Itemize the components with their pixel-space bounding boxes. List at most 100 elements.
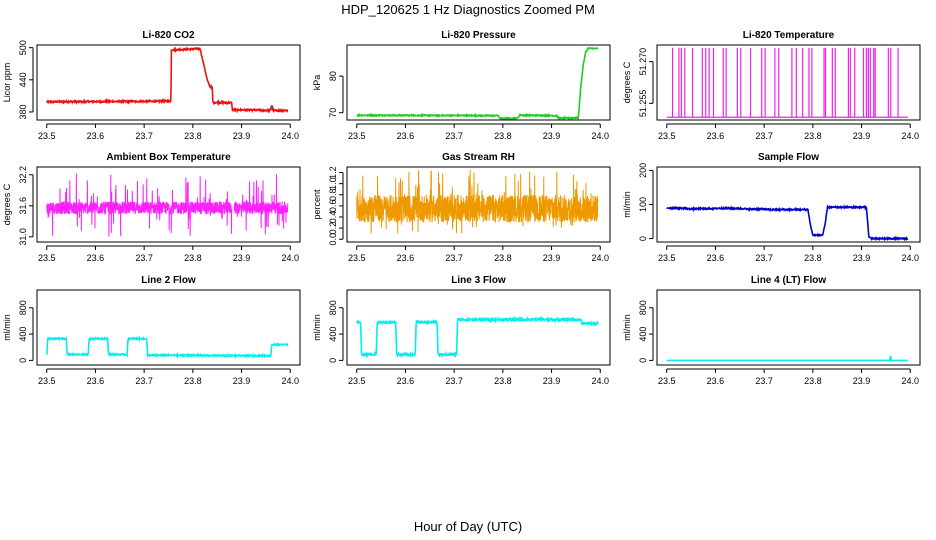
ambient-x-tick-label-2: 23.7 xyxy=(135,253,153,263)
co2-plot-frame xyxy=(36,44,301,121)
ambient-x-tick-label-5: 24.0 xyxy=(281,253,299,263)
line3-y-tick-label-1: 400 xyxy=(328,327,338,342)
rh-title: Gas Stream RH xyxy=(442,152,515,163)
pressure-y-tick-label-1: 80 xyxy=(328,71,338,81)
rh-x-tick-label-2: 23.7 xyxy=(445,253,463,263)
line2-x-tick-label-2: 23.7 xyxy=(135,376,153,386)
panel-rh: Gas Stream RH 23.5 23.6 23.7 23.8 23.9 24.0 0.0… xyxy=(312,152,611,263)
line3-x-tick-label-3: 23.8 xyxy=(494,376,512,386)
figure-title: HDP_120625 1 Hz Diagnostics Zoomed PM xyxy=(341,2,595,17)
li820temp-x-tick-label-2: 23.7 xyxy=(755,131,773,141)
ambient-y-tick-label-1: 31.6 xyxy=(18,197,28,215)
pressure-x-tick-label-4: 23.9 xyxy=(543,131,561,141)
co2-y-tick-label-0: 380 xyxy=(18,104,28,119)
panel-ambient: Ambient Box Temperature 23.5 23.6 23.7 23.8 2… xyxy=(2,152,301,263)
rh-x-tick-label-3: 23.8 xyxy=(494,253,512,263)
li820temp-y-tick-label-0: 51.255 xyxy=(638,90,648,118)
co2-title: Li-820 CO2 xyxy=(142,30,195,41)
line2-y-tick-label-2: 800 xyxy=(18,300,28,315)
line4-y-tick-label-2: 800 xyxy=(638,300,648,315)
ambient-y-tick-label-0: 31.0 xyxy=(18,228,28,246)
panel-co2: Li-820 CO2 23.5 23.6 23.7 23.8 23.9 24.0 380 440… xyxy=(2,30,301,141)
rh-trace xyxy=(356,169,599,234)
co2-y-axis-label: Licor ppm xyxy=(2,63,12,103)
ambient-y-axis-label: degrees C xyxy=(2,183,12,225)
line4-x-tick-label-1: 23.6 xyxy=(707,376,725,386)
line2-line xyxy=(45,335,289,360)
pressure-x-tick-label-2: 23.7 xyxy=(445,131,463,141)
line3-x-tick-label-4: 23.9 xyxy=(543,376,561,386)
rh-series xyxy=(356,169,599,234)
li820temp-title: Li-820 Temperature xyxy=(743,30,835,41)
pressure-line xyxy=(356,46,599,121)
ambient-x-tick-label-0: 23.5 xyxy=(38,253,56,263)
pressure-x-tick-label-1: 23.6 xyxy=(397,131,415,141)
pressure-plot-frame xyxy=(346,44,611,121)
li820temp-y-axis-label: degrees C xyxy=(622,61,632,103)
line3-series xyxy=(356,315,599,359)
rh-y-tick-label-5: 1.0 xyxy=(328,177,338,190)
panel-pressure: Li-820 Pressure 23.5 23.6 23.7 23.8 23.9 24.0 7… xyxy=(312,30,611,141)
rh-plot-frame xyxy=(346,166,611,243)
rh-y-tick-label-1: 0.2 xyxy=(328,222,338,235)
rh-x-tick-label-4: 23.9 xyxy=(543,253,561,263)
co2-x-tick-label-4: 23.9 xyxy=(233,131,251,141)
sampleflow-x-tick-label-0: 23.5 xyxy=(658,253,676,263)
li820temp-plot-frame xyxy=(656,44,921,121)
pressure-title: Li-820 Pressure xyxy=(441,30,516,41)
ambient-x-tick-label-4: 23.9 xyxy=(233,253,251,263)
pressure-x-tick-label-0: 23.5 xyxy=(348,131,366,141)
rh-x-tick-label-5: 24.0 xyxy=(591,253,609,263)
sampleflow-line xyxy=(666,204,909,242)
ambient-y-tick-label-2: 32.2 xyxy=(18,166,28,184)
line4-y-tick-label-0: 0 xyxy=(638,358,648,363)
co2-x-tick-label-0: 23.5 xyxy=(38,131,56,141)
pressure-x-tick-label-5: 24.0 xyxy=(591,131,609,141)
sampleflow-plot-frame xyxy=(656,166,921,243)
rh-x-tick-label-0: 23.5 xyxy=(348,253,366,263)
pressure-series xyxy=(356,46,599,121)
line4-x-tick-label-2: 23.7 xyxy=(755,376,773,386)
line2-x-tick-label-5: 24.0 xyxy=(281,376,299,386)
li820temp-y-tick-label-1: 51.270 xyxy=(638,48,648,76)
panel-li820temp: Li-820 Temperature 23.5 23.6 23.7 23.8 23.9 24… xyxy=(622,30,921,141)
line4-x-tick-label-0: 23.5 xyxy=(658,376,676,386)
line4-x-tick-label-3: 23.8 xyxy=(804,376,822,386)
pressure-y-tick-label-0: 70 xyxy=(328,108,338,118)
rh-y-tick-label-4: 0.8 xyxy=(328,189,338,202)
line2-title: Line 2 Flow xyxy=(141,275,196,286)
sampleflow-y-tick-label-0: 0 xyxy=(638,236,648,241)
line2-x-tick-label-4: 23.9 xyxy=(233,376,251,386)
ambient-trace xyxy=(46,173,289,237)
line3-x-tick-label-2: 23.7 xyxy=(445,376,463,386)
sampleflow-title: Sample Flow xyxy=(758,152,819,163)
ambient-x-tick-label-1: 23.6 xyxy=(87,253,105,263)
sampleflow-y-tick-label-2: 200 xyxy=(638,163,648,178)
pressure-x-tick-label-3: 23.8 xyxy=(494,131,512,141)
sampleflow-x-tick-label-3: 23.8 xyxy=(804,253,822,263)
panel-line2: Line 2 Flow 23.5 23.6 23.7 23.8 23.9 24.0 0 400 8… xyxy=(2,275,301,386)
sampleflow-x-tick-label-1: 23.6 xyxy=(707,253,725,263)
sampleflow-y-tick-label-1: 100 xyxy=(638,197,648,212)
line4-title: Line 4 (LT) Flow xyxy=(751,275,827,286)
line3-x-tick-label-0: 23.5 xyxy=(348,376,366,386)
line2-x-tick-label-1: 23.6 xyxy=(87,376,105,386)
co2-line xyxy=(46,46,289,114)
ambient-plot-frame xyxy=(36,166,301,243)
common-x-axis-label: Hour of Day (UTC) xyxy=(414,519,522,534)
line4-series xyxy=(666,355,908,362)
li820temp-x-tick-label-1: 23.6 xyxy=(707,131,725,141)
line4-y-tick-label-1: 400 xyxy=(638,327,648,342)
line3-y-tick-label-0: 0 xyxy=(328,358,338,363)
line3-x-tick-label-1: 23.6 xyxy=(397,376,415,386)
panel-sampleflow: Sample Flow 23.5 23.6 23.7 23.8 23.9 24.0 0 100 2… xyxy=(622,152,921,263)
line2-plot-frame xyxy=(36,289,301,366)
line4-y-axis-label: ml/min xyxy=(622,314,632,341)
ambient-x-tick-label-3: 23.8 xyxy=(184,253,202,263)
rh-y-tick-label-6: 1.2 xyxy=(328,166,338,179)
line2-y-tick-label-1: 400 xyxy=(18,327,28,342)
panel-grid: Li-820 CO2 23.5 23.6 23.7 23.8 23.9 24.0 380 440… xyxy=(2,30,921,386)
rh-x-tick-label-1: 23.6 xyxy=(397,253,415,263)
line4-x-tick-label-4: 23.9 xyxy=(853,376,871,386)
